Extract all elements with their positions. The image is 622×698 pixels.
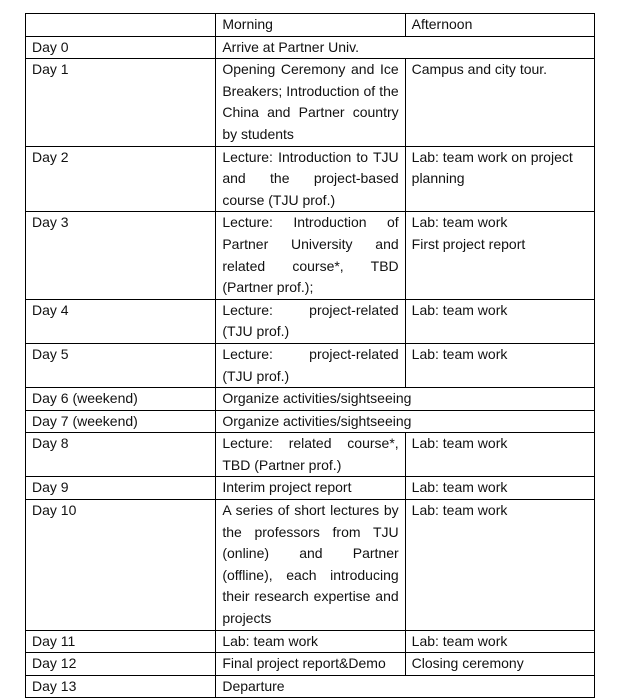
afternoon-cell: Lab: team work (404, 342, 596, 389)
table-row: Day 2 Lecture: Introduction to TJU and th… (24, 145, 596, 213)
table-row: Day 5 Lecture: project-related (TJU prof.… (24, 342, 596, 389)
schedule-table: Morning Afternoon Day 0 Arrive at Partner… (24, 13, 596, 698)
table-row: Day 4 Lecture: project-related (TJU prof.… (24, 298, 596, 344)
afternoon-cell: Lab: team work (404, 499, 596, 631)
header-row: Morning Afternoon (24, 13, 596, 37)
header-day (24, 13, 217, 37)
afternoon-cell: Lab: team work on project planning (404, 145, 596, 213)
morning-cell: Lecture: Introduction to TJU and the pro… (215, 145, 406, 213)
morning-cell: A series of short lectures by the profes… (215, 499, 406, 631)
day-cell: Day 3 (24, 211, 217, 300)
table-row: Day 3 Lecture: Introduction of Partner Un… (24, 211, 596, 300)
table-row: Day 6 (weekend) Organize activities/sight… (24, 387, 595, 411)
morning-cell: Lecture: project-related (TJU prof.) (215, 298, 406, 344)
afternoon-cell: Lab: team work (404, 298, 596, 344)
table-row: Day 0 Arrive at Partner Univ. (24, 35, 595, 60)
morning-cell: Arrive at Partner Univ. (215, 35, 595, 60)
morning-cell: Lecture: related course*, TBD (Partner p… (215, 432, 406, 478)
header-afternoon: Afternoon (404, 13, 596, 37)
morning-cell: Organize activities/sightseeing (215, 387, 595, 411)
day-cell: Day 10 (24, 499, 217, 631)
day-cell: Day 1 (24, 58, 217, 147)
table-row: Day 7 (weekend) Organize activities/sight… (24, 409, 595, 434)
table-row: Day 8 Lecture: related course*, TBD (Part… (24, 432, 596, 478)
table-row: Day 11 Lab: team work Lab: team work (24, 629, 596, 654)
table-row: Day 10 A series of short lectures by the … (24, 499, 596, 631)
morning-cell: Lab: team work (215, 629, 406, 654)
afternoon-cell: Lab: team work First project report (404, 211, 596, 300)
table-row: Day 12 Final project report&Demo Closing c… (24, 652, 596, 676)
morning-cell: Organize activities/sightseeing (215, 409, 595, 434)
day-cell: Day 6 (weekend) (24, 387, 217, 411)
afternoon-cell: Lab: team work (404, 629, 596, 654)
day-cell: Day 12 (24, 652, 217, 676)
day-cell: Day 9 (24, 476, 217, 501)
afternoon-cell: Campus and city tour. (404, 58, 596, 147)
afternoon-cell: Lab: team work (404, 432, 596, 478)
afternoon-cell: Lab: team work (404, 476, 596, 501)
table-row: Day 9 Interim project report Lab: team wor… (24, 476, 596, 501)
day-cell: Day 7 (weekend) (24, 409, 217, 434)
day-cell: Day 5 (24, 342, 217, 389)
morning-cell: Lecture: project-related (TJU prof.) (215, 342, 406, 389)
day-cell: Day 2 (24, 145, 217, 213)
table-row: Day 1 Opening Ceremony and Ice Breakers; … (24, 58, 596, 147)
morning-cell: Final project report&Demo (215, 652, 406, 676)
morning-cell: Lecture: Introduction of Partner Univers… (215, 211, 406, 300)
morning-cell: Interim project report (215, 476, 406, 501)
day-cell: Day 8 (24, 432, 217, 478)
afternoon-cell: Closing ceremony (404, 652, 596, 676)
cut-off-text (0, 689, 622, 695)
day-cell: Day 0 (24, 35, 217, 60)
day-cell: Day 4 (24, 298, 217, 344)
day-cell: Day 11 (24, 629, 217, 654)
header-morning: Morning (215, 13, 406, 37)
morning-cell: Opening Ceremony and Ice Breakers; Intro… (215, 58, 406, 147)
